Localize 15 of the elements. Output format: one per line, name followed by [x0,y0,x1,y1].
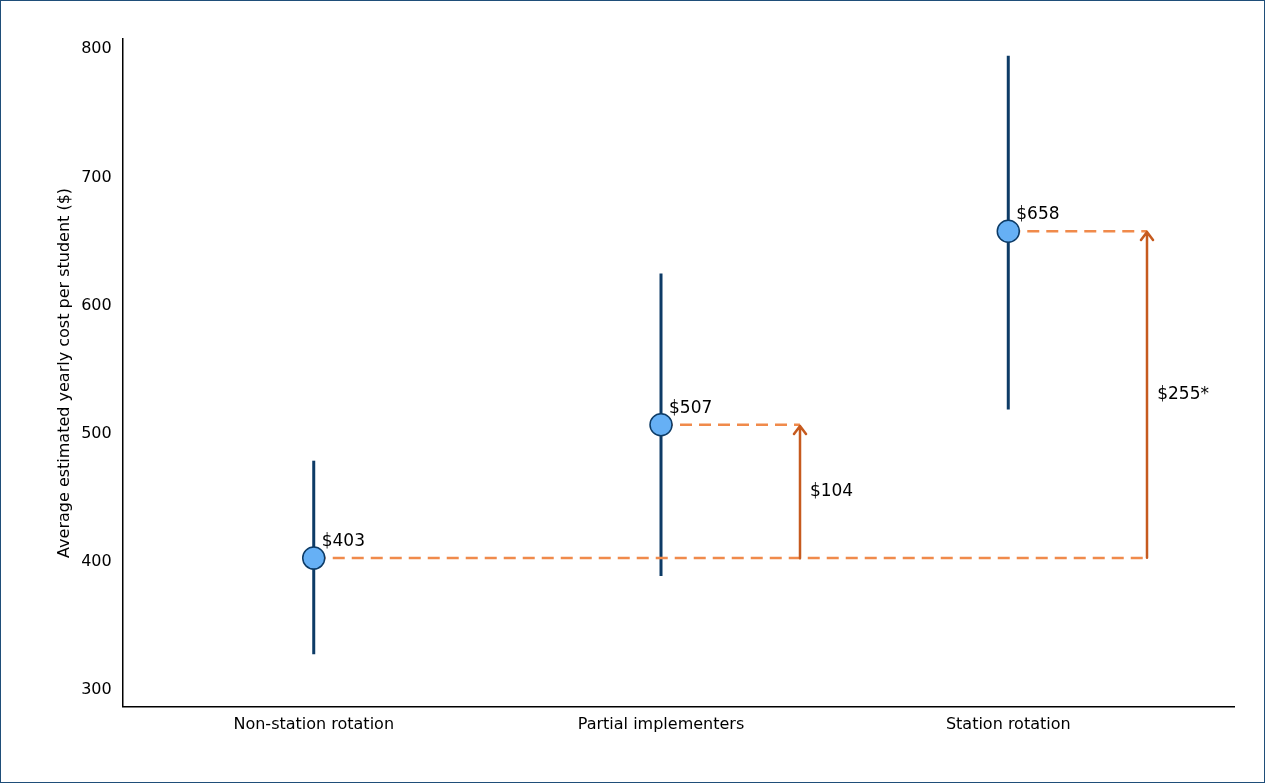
y-tick-label: 300 [81,679,112,699]
y-tick-label: 700 [81,166,112,186]
y-tick-label: 600 [81,294,112,314]
y-tick-label: 800 [81,38,112,58]
y-tick-label: 500 [81,422,112,442]
x-tick-label: Station rotation [945,713,1071,733]
annotation: $104 [809,479,854,500]
y-tick-label: 400 [81,551,112,571]
y-axis-title: Average estimated yearly cost per student ($) [53,187,73,558]
x-tick-label: Partial implementers [577,713,745,733]
x-tick-label: Non-station rotation [233,713,395,733]
annotation: $255* [1157,383,1209,404]
data-label: $403 [321,530,365,551]
data-label: $658 [1016,203,1060,224]
data-label: $507 [669,396,713,417]
